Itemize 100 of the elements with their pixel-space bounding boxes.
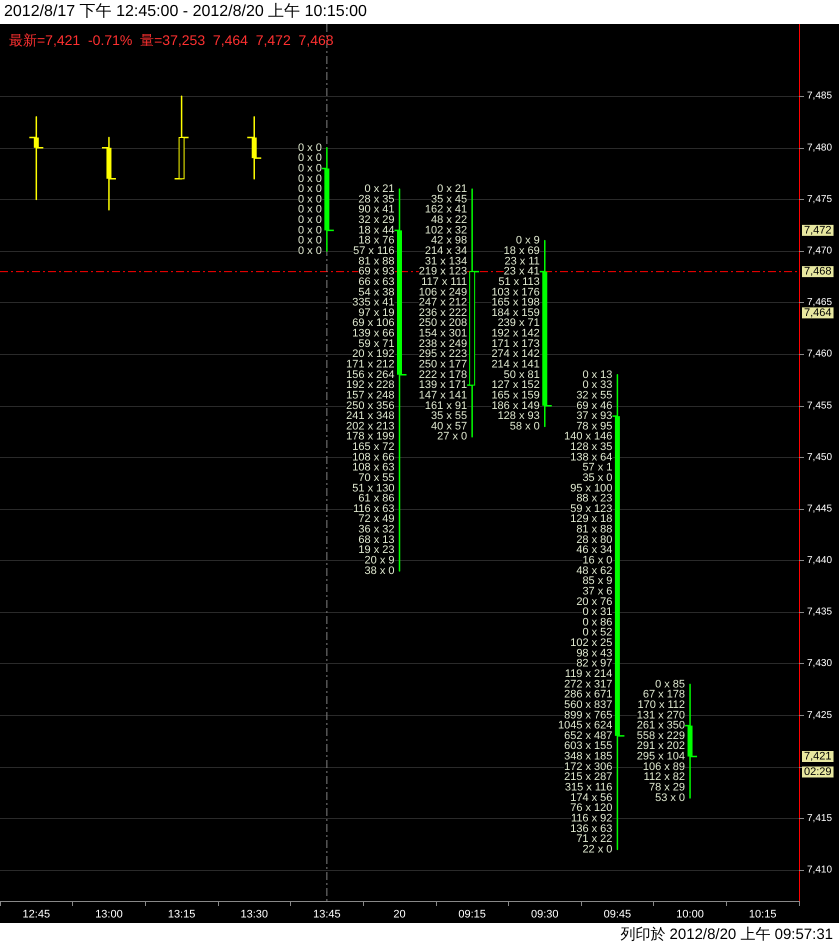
annotation: 69 x 106 xyxy=(352,317,394,330)
annotation: 138 x 64 xyxy=(570,451,612,464)
annotation: 603 x 155 xyxy=(564,740,612,752)
annotation: 69 x 46 xyxy=(576,400,612,412)
annotation: 0 x 52 xyxy=(582,626,612,639)
annotation: 22 x 0 xyxy=(582,843,612,856)
annotation: 315 x 116 xyxy=(564,782,612,794)
annotation: 170 x 112 xyxy=(638,698,686,711)
annotation: 0 x 86 xyxy=(582,616,612,628)
annotation: 286 x 671 xyxy=(564,688,612,701)
annotation: 239 x 71 xyxy=(498,317,540,330)
annotation: 59 x 71 xyxy=(358,338,394,350)
y-tick-label: 7,435 xyxy=(807,606,832,618)
annotation: 140 x 146 xyxy=(564,430,612,443)
annotation: 136 x 63 xyxy=(570,822,612,835)
annotation: 81 x 88 xyxy=(358,255,394,268)
annotation: 69 x 93 xyxy=(358,266,394,278)
annotation: 0 x 0 xyxy=(298,214,322,226)
candlestick xyxy=(101,136,117,210)
x-tick-label: 20 xyxy=(393,908,406,920)
x-tick-label: 13:30 xyxy=(240,908,268,920)
x-tick-label: 10:00 xyxy=(676,908,704,920)
y-tick-label: 7,465 xyxy=(807,297,832,308)
annotation: 117 x 111 xyxy=(421,276,468,288)
annotation: 139 x 171 xyxy=(418,379,468,392)
annotation: 0 x 0 xyxy=(298,152,322,164)
annotation: 67 x 178 xyxy=(642,688,686,701)
annotation: 247 x 212 xyxy=(418,296,468,309)
y-tick-label: 7,485 xyxy=(807,90,832,102)
annotation: 116 x 92 xyxy=(571,812,612,824)
annotation: 174 x 56 xyxy=(570,792,612,804)
annotation: 250 x 208 xyxy=(418,317,468,330)
y-tick-label: 7,455 xyxy=(807,400,832,412)
annotation: 131 x 270 xyxy=(636,709,686,722)
annotation: 23 x 41 xyxy=(504,266,540,278)
annotation: 88 x 23 xyxy=(576,492,612,505)
annotation: 42 x 98 xyxy=(431,234,468,247)
annotation: 27 x 0 xyxy=(437,430,468,443)
annotation: 18 x 76 xyxy=(358,234,394,247)
annotation: 116 x 63 xyxy=(353,502,394,515)
y-tick-label: 7,460 xyxy=(807,348,832,360)
x-tick-label: 09:45 xyxy=(604,908,632,920)
annotation: 38 x 0 xyxy=(364,564,394,577)
annotation: 85 x 9 xyxy=(582,575,612,588)
annotation: 16 x 0 xyxy=(582,554,612,567)
annotation: 57 x 116 xyxy=(353,244,394,257)
annotation: 7,464 xyxy=(804,306,832,319)
annotation: 128 x 35 xyxy=(570,441,612,454)
annotation: 147 x 141 xyxy=(418,389,468,402)
annotation: 192 x 228 xyxy=(346,379,394,392)
annotation: 106 x 89 xyxy=(642,760,686,773)
annotation: 32 x 55 xyxy=(576,389,612,402)
annotation: 50 x 81 xyxy=(504,368,540,381)
annotation: 51 x 130 xyxy=(352,482,394,494)
y-tick-label: 7,425 xyxy=(807,710,832,721)
annotation: 236 x 222 xyxy=(418,306,468,319)
annotation: 214 x 141 xyxy=(491,358,540,370)
text: 列印於 2012/8/20 上午 09:57:31 xyxy=(620,926,833,943)
annotation: 108 x 66 xyxy=(352,451,394,464)
annotation: 0 x 0 xyxy=(298,234,322,247)
x-tick-label: 13:15 xyxy=(168,908,196,920)
y-tick-label: 7,475 xyxy=(807,194,832,205)
candlestick xyxy=(246,116,262,180)
annotation: 119 x 214 xyxy=(564,668,612,680)
annotation: 184 x 159 xyxy=(491,306,540,319)
annotation: 295 x 104 xyxy=(636,750,686,763)
annotation: 165 x 198 xyxy=(491,296,540,309)
annotation: 899 x 765 xyxy=(564,709,612,722)
annotation: 178 x 199 xyxy=(346,430,394,443)
annotation: 0 x 31 xyxy=(582,606,612,618)
annotation: 95 x 100 xyxy=(570,482,612,494)
y-tick-label: 7,445 xyxy=(807,503,832,514)
annotation: 20 x 192 xyxy=(352,348,394,360)
annotation: 20 x 9 xyxy=(364,554,394,567)
annotation: 128 x 93 xyxy=(498,410,540,422)
annotation: 0 x 21 xyxy=(437,183,468,196)
annotation: 161 x 91 xyxy=(424,400,468,412)
annotation: 31 x 134 xyxy=(424,255,468,268)
annotation: 20 x 76 xyxy=(576,596,612,608)
annotation: 274 x 142 xyxy=(491,348,540,360)
annotation: 165 x 159 xyxy=(491,389,540,402)
annotation: 0 x 0 xyxy=(298,172,322,185)
annotation: 18 x 44 xyxy=(358,224,394,236)
annotation: 250 x 356 xyxy=(346,400,394,412)
annotation: 0 x 0 xyxy=(298,142,322,154)
annotation: 28 x 35 xyxy=(358,193,394,206)
x-tick-label: 13:45 xyxy=(313,908,341,920)
annotation: 46 x 34 xyxy=(576,544,612,556)
annotation: 71 x 22 xyxy=(576,833,612,846)
annotation: 127 x 152 xyxy=(491,379,540,392)
x-tick-label: 09:15 xyxy=(458,908,486,920)
annotation: 335 x 41 xyxy=(352,296,394,309)
annotation: 23 x 11 xyxy=(504,255,540,268)
annotation: 0 x 0 xyxy=(298,162,322,174)
annotation: 0 x 33 xyxy=(582,379,612,392)
annotation: 0 x 9 xyxy=(516,234,540,247)
annotation: 76 x 120 xyxy=(570,802,612,814)
annotation: 18 x 69 xyxy=(504,244,540,257)
annotation: 59 x 123 xyxy=(570,502,612,515)
annotation: 154 x 301 xyxy=(418,328,468,340)
